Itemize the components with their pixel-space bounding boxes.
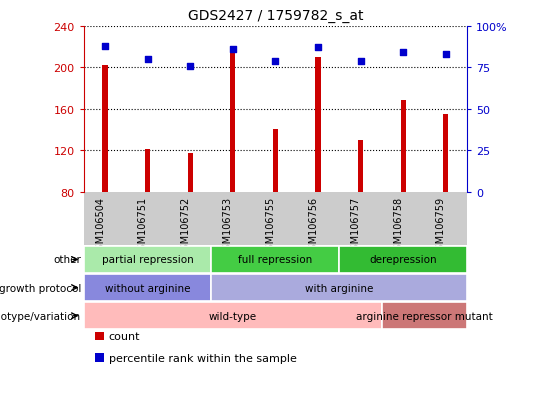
Text: with arginine: with arginine bbox=[305, 283, 374, 293]
Bar bbox=[145, 150, 150, 192]
Text: partial repression: partial repression bbox=[102, 255, 193, 265]
Text: GSM106757: GSM106757 bbox=[350, 196, 361, 256]
Text: GSM106753: GSM106753 bbox=[223, 196, 233, 255]
Point bbox=[442, 52, 450, 58]
Point bbox=[271, 58, 280, 65]
Text: GSM106755: GSM106755 bbox=[265, 196, 275, 256]
Bar bbox=[103, 66, 107, 192]
Text: derepression: derepression bbox=[369, 255, 437, 265]
Text: other: other bbox=[53, 255, 81, 265]
Point bbox=[228, 47, 237, 53]
Text: count: count bbox=[109, 331, 140, 341]
Text: GSM106759: GSM106759 bbox=[436, 196, 446, 255]
Point bbox=[356, 58, 365, 65]
Text: percentile rank within the sample: percentile rank within the sample bbox=[109, 353, 296, 363]
Text: without arginine: without arginine bbox=[105, 283, 190, 293]
Text: full repression: full repression bbox=[238, 255, 313, 265]
Bar bbox=[358, 140, 363, 192]
Point bbox=[100, 43, 109, 50]
Point bbox=[399, 50, 408, 57]
Text: GSM106758: GSM106758 bbox=[393, 196, 403, 255]
Text: arginine repressor mutant: arginine repressor mutant bbox=[356, 311, 493, 321]
Text: GSM106751: GSM106751 bbox=[138, 196, 147, 255]
Bar bbox=[401, 101, 406, 192]
Point bbox=[143, 57, 152, 63]
Title: GDS2427 / 1759782_s_at: GDS2427 / 1759782_s_at bbox=[188, 9, 363, 23]
Text: wild-type: wild-type bbox=[209, 311, 257, 321]
Bar bbox=[443, 114, 448, 192]
Point bbox=[314, 45, 322, 52]
Bar bbox=[315, 58, 321, 192]
Bar bbox=[187, 154, 193, 192]
Point bbox=[186, 63, 194, 70]
Text: GSM106752: GSM106752 bbox=[180, 196, 190, 256]
Bar bbox=[273, 130, 278, 192]
Text: genotype/variation: genotype/variation bbox=[0, 311, 81, 321]
Text: growth protocol: growth protocol bbox=[0, 283, 81, 293]
Text: GSM106504: GSM106504 bbox=[95, 196, 105, 255]
Text: GSM106756: GSM106756 bbox=[308, 196, 318, 255]
Bar bbox=[230, 52, 235, 192]
